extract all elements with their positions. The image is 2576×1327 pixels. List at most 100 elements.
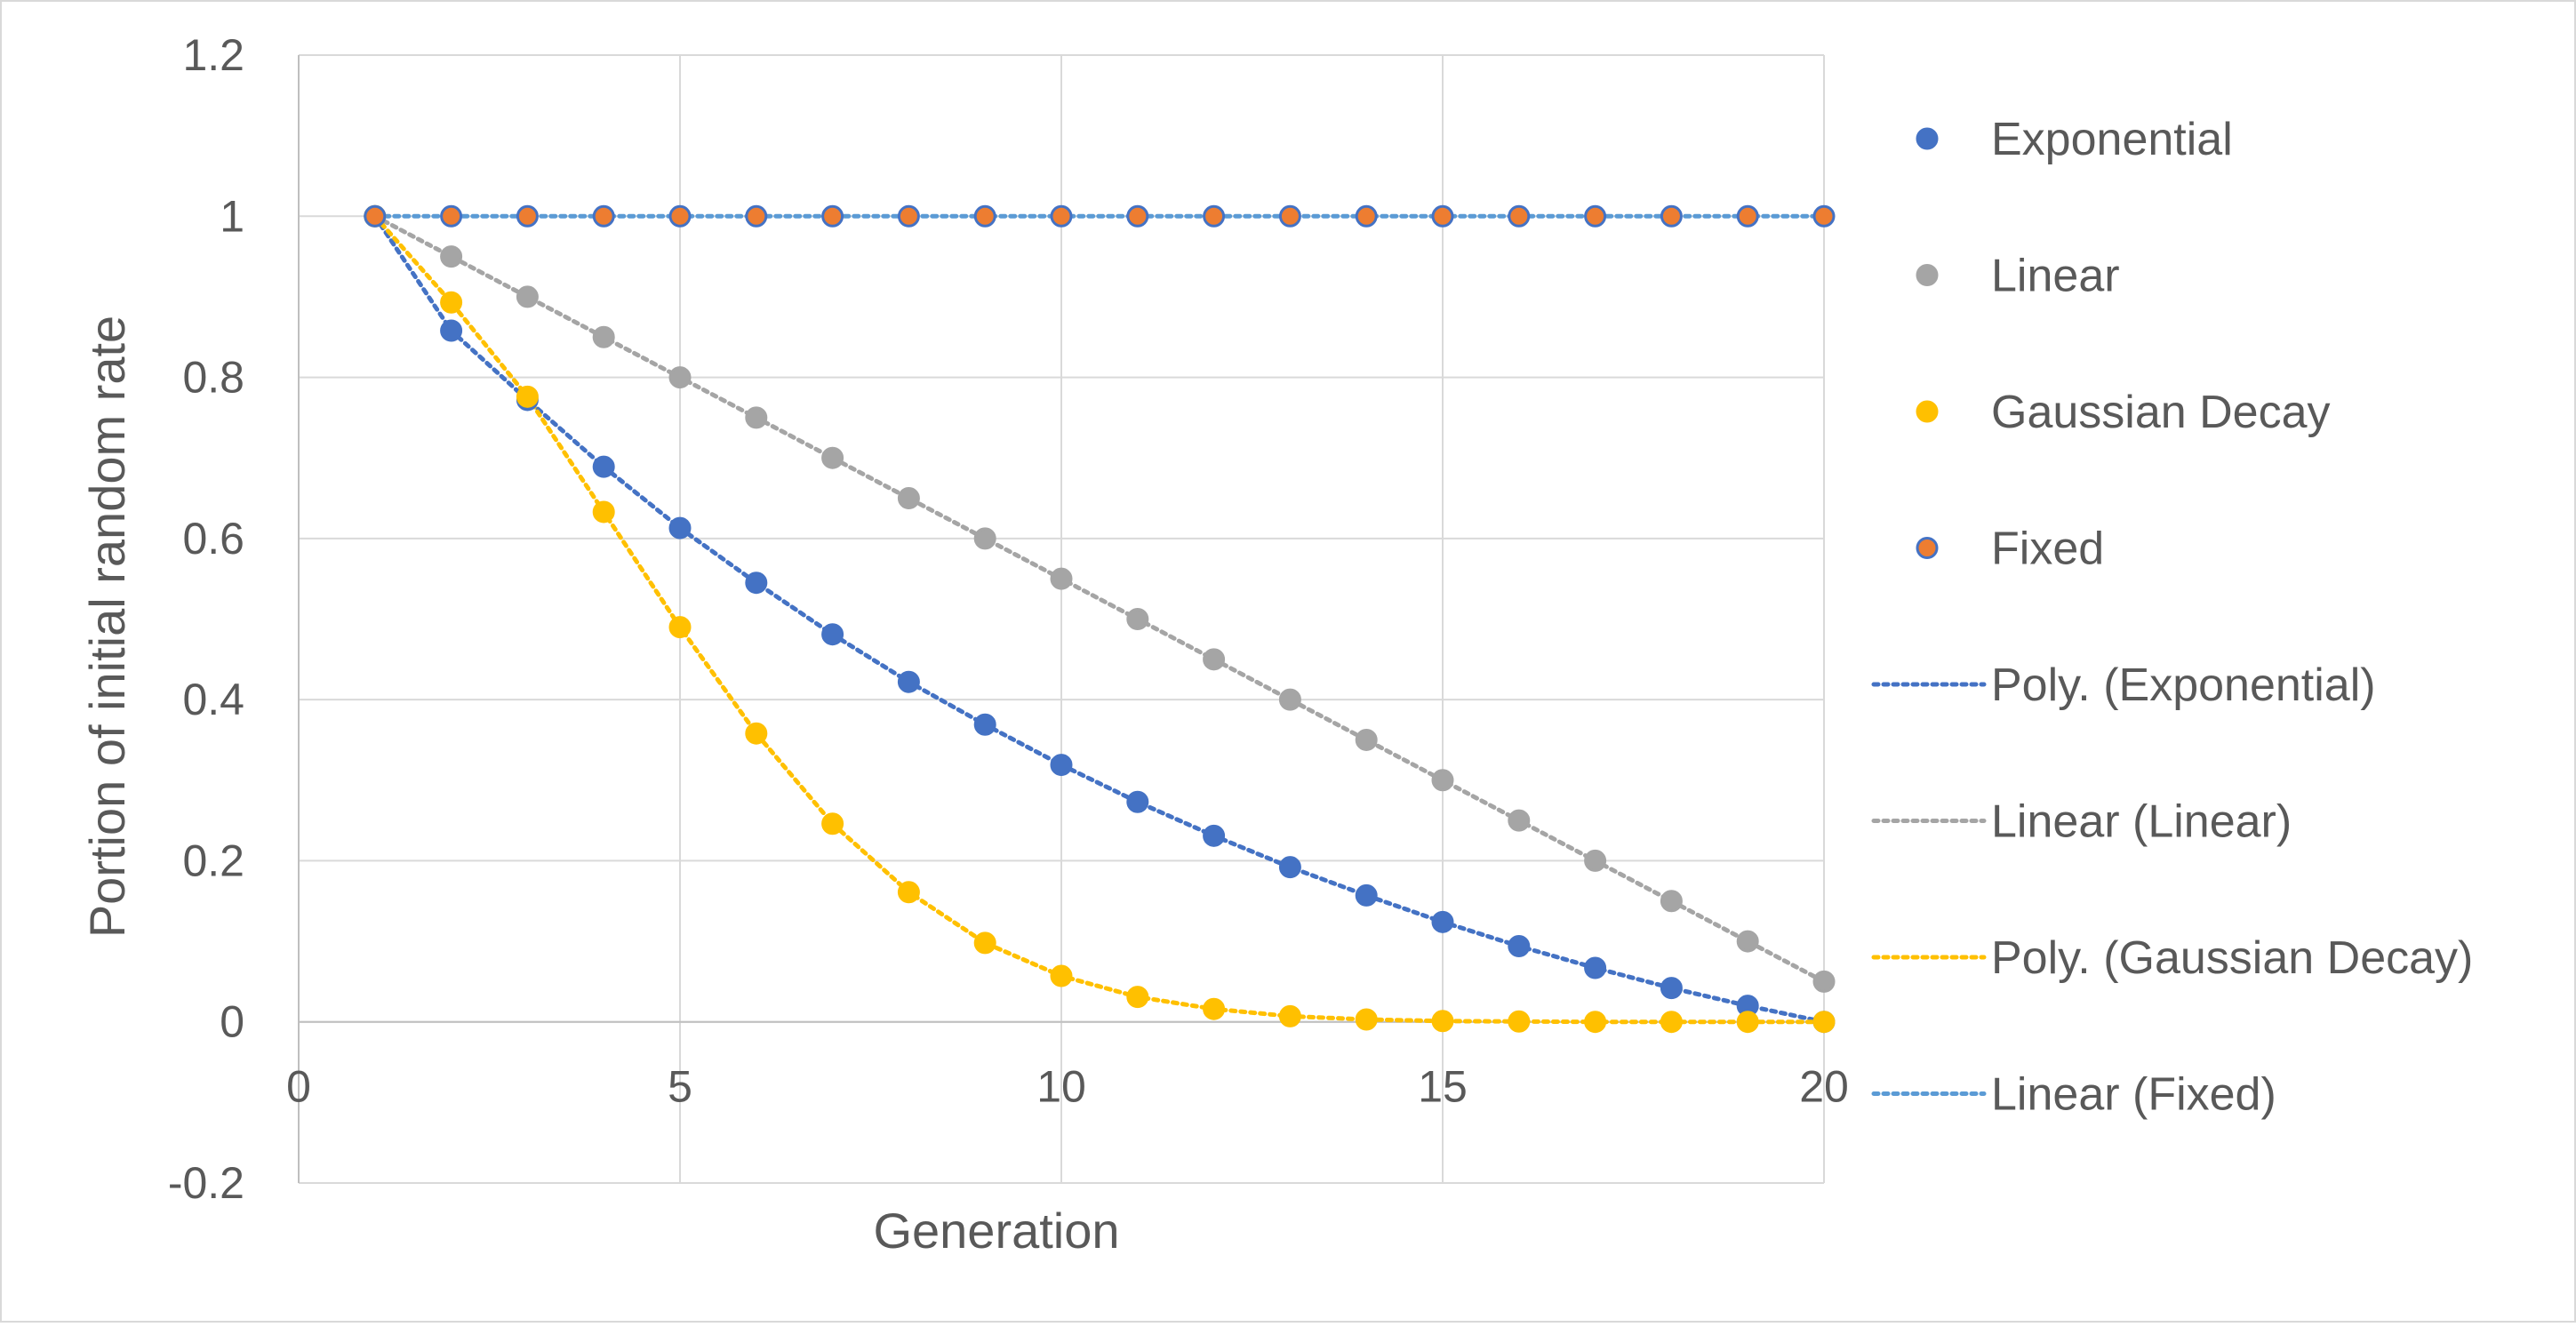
data-point-gaussian-decay bbox=[1508, 1010, 1531, 1033]
data-point-gaussian-decay bbox=[516, 385, 539, 408]
data-point-fixed bbox=[1355, 204, 1378, 228]
data-point-linear bbox=[1812, 970, 1836, 993]
data-point-gaussian-decay bbox=[668, 616, 692, 639]
data-point-gaussian-decay bbox=[1584, 1011, 1607, 1034]
data-point-linear bbox=[1508, 809, 1531, 832]
data-point-exponential bbox=[1584, 956, 1607, 979]
data-point-gaussian-decay bbox=[821, 812, 844, 835]
data-point-fixed bbox=[516, 204, 539, 228]
data-point-fixed bbox=[1126, 204, 1149, 228]
data-point-fixed bbox=[1050, 204, 1073, 228]
data-point-exponential bbox=[668, 516, 692, 540]
data-point-fixed bbox=[440, 204, 463, 228]
legend-label-poly-gaussian-decay: Poly. (Gaussian Decay) bbox=[1991, 932, 2473, 984]
data-point-gaussian-decay bbox=[973, 931, 996, 955]
data-point-gaussian-decay bbox=[1355, 1008, 1378, 1031]
data-point-fixed bbox=[745, 204, 768, 228]
data-point-fixed bbox=[1736, 204, 1759, 228]
data-point-exponential bbox=[973, 713, 996, 736]
data-point-linear bbox=[1355, 728, 1378, 751]
data-point-fixed bbox=[668, 204, 692, 228]
data-point-gaussian-decay bbox=[1050, 964, 1073, 987]
data-point-gaussian-decay bbox=[1736, 1011, 1759, 1034]
legend-marker-fixed bbox=[1916, 537, 1939, 559]
data-point-gaussian-decay bbox=[1812, 1011, 1836, 1034]
x-tick-label: 20 bbox=[1799, 1062, 1849, 1112]
data-point-linear bbox=[668, 366, 692, 389]
y-tick-label: 0.6 bbox=[182, 514, 244, 564]
x-axis-title: Generation bbox=[873, 1203, 1119, 1259]
data-point-linear bbox=[973, 527, 996, 550]
data-point-gaussian-decay bbox=[440, 291, 463, 314]
data-point-linear bbox=[1431, 769, 1454, 792]
y-tick-label: 0.8 bbox=[182, 353, 244, 403]
y-tick-label: 0 bbox=[220, 997, 244, 1047]
data-point-linear bbox=[1584, 849, 1607, 872]
x-tick-label: 0 bbox=[286, 1062, 311, 1112]
data-point-linear bbox=[1126, 608, 1149, 630]
legend-label-poly-exponential: Poly. (Exponential) bbox=[1991, 660, 2376, 711]
y-tick-label: 0.4 bbox=[182, 675, 244, 724]
data-point-gaussian-decay bbox=[1126, 986, 1149, 1009]
data-point-fixed bbox=[1660, 204, 1683, 228]
data-point-gaussian-decay bbox=[1431, 1010, 1454, 1033]
data-point-gaussian-decay bbox=[1203, 997, 1226, 1020]
data-point-linear bbox=[1278, 688, 1301, 711]
data-point-linear bbox=[592, 325, 615, 348]
trendline-poly-exponential bbox=[372, 213, 1827, 1025]
data-point-linear bbox=[440, 245, 463, 268]
data-point-fixed bbox=[364, 204, 387, 228]
legend-label-linear-linear: Linear (Linear) bbox=[1991, 796, 2292, 848]
data-point-linear bbox=[745, 406, 768, 429]
data-point-exponential bbox=[1355, 883, 1378, 907]
data-point-gaussian-decay bbox=[745, 722, 768, 745]
y-tick-label: 1.2 bbox=[182, 30, 244, 80]
data-point-exponential bbox=[1126, 790, 1149, 813]
data-point-fixed bbox=[1431, 204, 1454, 228]
data-point-fixed bbox=[821, 204, 844, 228]
data-point-gaussian-decay bbox=[1278, 1004, 1301, 1027]
data-point-linear bbox=[1660, 890, 1683, 913]
axis-layer bbox=[298, 55, 1824, 1183]
legend-marker-gaussian-decay bbox=[1916, 400, 1939, 423]
legend-marker-linear bbox=[1916, 264, 1939, 286]
data-point-exponential bbox=[592, 455, 615, 478]
data-point-fixed bbox=[592, 204, 615, 228]
legend: Exponential Linear Gaussian Decay Fixed Poly… bbox=[1871, 114, 2473, 1121]
data-point-fixed bbox=[1203, 204, 1226, 228]
legend-label-linear-fixed: Linear (Fixed) bbox=[1991, 1069, 2276, 1121]
x-tick-label: 15 bbox=[1418, 1062, 1468, 1112]
data-point-exponential bbox=[1203, 824, 1226, 847]
legend-label-fixed: Fixed bbox=[1991, 524, 2104, 575]
y-axis-title: Portion of initial random rate bbox=[79, 316, 135, 938]
data-point-fixed bbox=[1278, 204, 1301, 228]
data-point-fixed bbox=[1584, 204, 1607, 228]
trendline-layer bbox=[372, 213, 1827, 1025]
data-point-fixed bbox=[1812, 204, 1836, 228]
data-point-exponential bbox=[1050, 754, 1073, 777]
data-point-exponential bbox=[440, 319, 463, 342]
data-point-linear bbox=[821, 446, 844, 469]
data-point-fixed bbox=[1508, 204, 1531, 228]
legend-label-linear: Linear bbox=[1991, 251, 2120, 302]
legend-marker-exponential bbox=[1916, 127, 1939, 150]
data-point-linear bbox=[897, 487, 920, 510]
x-tick-label: 10 bbox=[1036, 1062, 1086, 1112]
data-point-gaussian-decay bbox=[592, 500, 615, 524]
data-point-exponential bbox=[1660, 977, 1683, 1000]
point-layer bbox=[364, 204, 1836, 1034]
data-point-linear bbox=[1203, 648, 1226, 671]
data-point-exponential bbox=[1508, 935, 1531, 958]
data-point-exponential bbox=[745, 572, 768, 595]
legend-label-exponential: Exponential bbox=[1991, 114, 2233, 165]
legend-label-gaussian-decay: Gaussian Decay bbox=[1991, 387, 2331, 438]
data-point-exponential bbox=[821, 623, 844, 646]
y-tick-label: -0.2 bbox=[168, 1158, 244, 1208]
data-point-gaussian-decay bbox=[897, 881, 920, 904]
y-tick-label: 1 bbox=[220, 191, 244, 241]
data-point-fixed bbox=[973, 204, 996, 228]
tick-label-layer: -0.2 0 0.2 0.4 0.6 0.8 1 1.2 0 5 10 15 20 bbox=[168, 30, 1849, 1208]
data-point-linear bbox=[1050, 567, 1073, 590]
